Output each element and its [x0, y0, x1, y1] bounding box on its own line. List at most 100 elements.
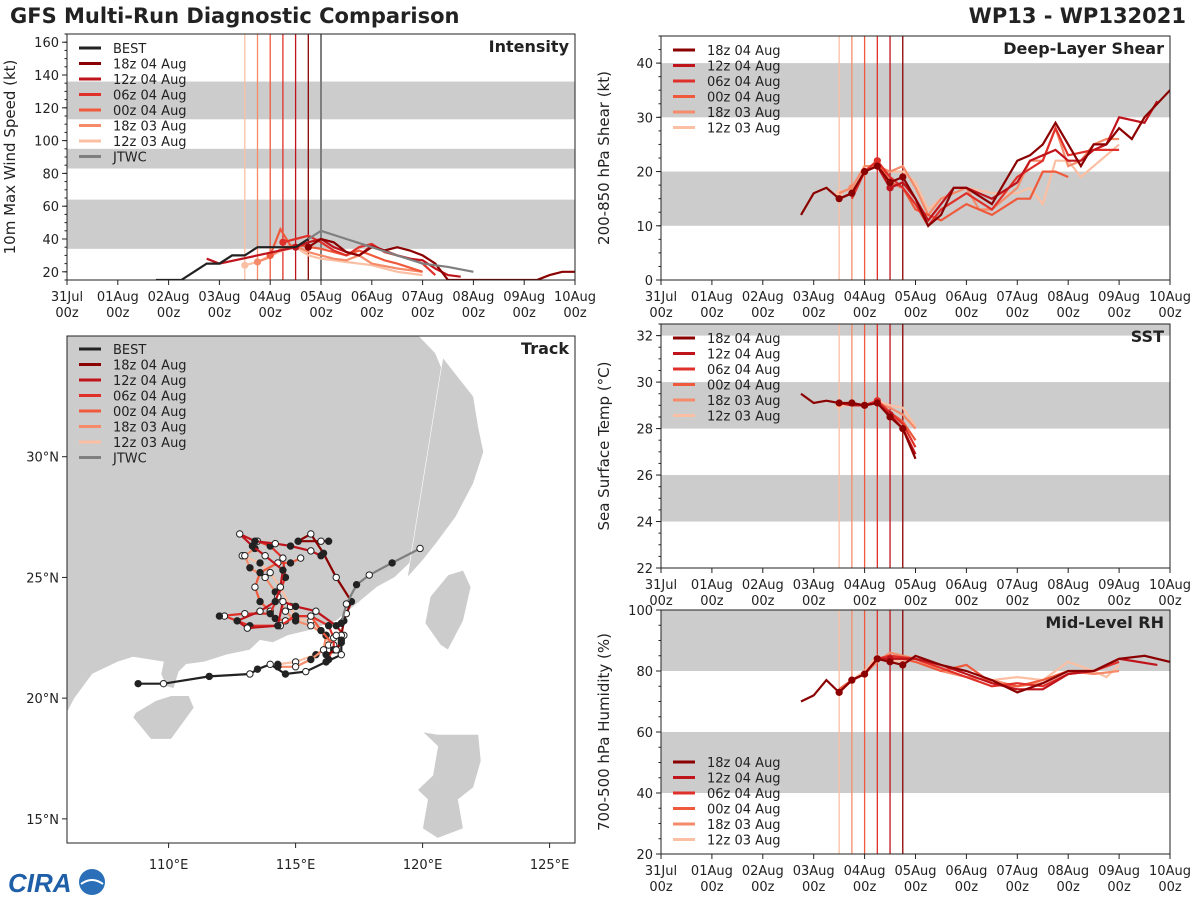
track-point-jtwc [388, 559, 396, 567]
track-point-18z-04-aug [324, 537, 333, 545]
y-tick-label: 40 [636, 787, 653, 802]
globe-icon [79, 869, 105, 895]
legend-label-12z-03-aug: 12z 03 Aug [707, 834, 781, 849]
hainan-island [132, 695, 195, 740]
taiwan-island [424, 569, 472, 651]
y-tick-label: 120 [34, 102, 59, 117]
x-tick-label: 09Aug 00z [1098, 290, 1140, 321]
track-point-12z-04-aug [291, 602, 300, 611]
y-tick-label: 160 [34, 36, 59, 51]
x-tick-label: 01Aug 00z [691, 578, 733, 609]
x-tick-label: 31Jul 00z [645, 864, 677, 895]
track-point-best [134, 679, 142, 688]
globe-swoosh [80, 879, 104, 885]
track-point-18z-03-aug [241, 552, 249, 560]
x-tick-label: 04Aug 00z [844, 864, 886, 895]
track-point-18z-04-aug [317, 537, 325, 545]
lat-tick-label: 25°N [26, 571, 59, 586]
track-point-12z-03-aug [266, 568, 274, 577]
track-point-jtwc [352, 580, 361, 589]
x-tick-label: 03Aug 00z [793, 290, 835, 321]
point-18z-04-aug [899, 173, 907, 181]
track-point-06z-04-aug [291, 612, 300, 620]
x-tick-label: 03Aug 00z [793, 578, 835, 609]
track-point-12z-04-aug [233, 617, 241, 625]
x-tick-label: 02Aug 00z [742, 864, 784, 895]
track-point-12z-04-aug [261, 552, 269, 560]
point-18z-04-aug [835, 195, 843, 203]
sst-title: SST [1131, 327, 1164, 346]
rh-band-0 [661, 732, 1170, 793]
storm-id: WP13 - WP132021 [968, 4, 1186, 28]
x-tick-label: 08Aug 00z [1047, 864, 1089, 895]
legend-label-12z-03-aug: 12z 03 Aug [113, 436, 187, 451]
x-tick-label: 04Aug 00z [844, 578, 886, 609]
lon-tick-label: 125°E [530, 858, 570, 873]
track-point-12z-04-aug [236, 530, 244, 538]
point-18z-04-aug [886, 658, 894, 666]
track-point-06z-04-aug [324, 622, 333, 630]
y-tick-label: 30 [636, 376, 653, 391]
track-point-jtwc [416, 544, 424, 553]
y-tick-label: 40 [42, 233, 59, 248]
x-tick-label: 02Aug 00z [148, 290, 190, 321]
y-tick-label: 10 [636, 220, 653, 235]
x-tick-label: 31Jul 00z [645, 578, 677, 609]
legend-label-12z-04-aug: 12z 04 Aug [113, 374, 187, 389]
x-tick-label: 01Aug 00z [691, 864, 733, 895]
y-tick-label: 60 [42, 200, 59, 215]
point-18z-04-aug [304, 243, 312, 251]
point-18z-04-aug [835, 399, 843, 407]
legend-label-06z-04-aug: 06z 04 Aug [113, 89, 187, 104]
legend-label-18z-03-aug: 18z 03 Aug [707, 818, 781, 833]
track-point-00z-04-aug [286, 559, 295, 567]
track-point-12z-04-aug [279, 597, 287, 606]
point-18z-04-aug [899, 424, 907, 433]
point-12z-04-aug [886, 184, 894, 192]
shear-band-1 [661, 63, 1170, 118]
y-tick-label: 24 [636, 516, 653, 531]
track-point-best [281, 670, 290, 678]
x-tick-label: 01Aug 00z [691, 290, 733, 321]
intensity-title: Intensity [489, 37, 570, 56]
track-point-jtwc [337, 619, 346, 627]
legend-label-jtwc: JTWC [112, 151, 147, 166]
sst-ylabel: Sea Surface Temp (°C) [595, 361, 613, 530]
point-18z-04-aug [861, 167, 869, 176]
y-tick-label: 100 [34, 135, 59, 150]
legend-label-18z-04-aug: 18z 04 Aug [113, 359, 187, 374]
legend-label-00z-04-aug: 00z 04 Aug [707, 803, 781, 818]
track-point-06z-04-aug [279, 554, 287, 562]
x-tick-label: 10Aug 00z [1149, 578, 1191, 609]
track-point-18z-04-aug [307, 530, 315, 538]
track-point-18z-03-aug [307, 655, 315, 664]
sst-band-2 [661, 324, 1170, 336]
series-18z-03-aug [257, 244, 423, 273]
sst-band-1 [661, 382, 1170, 429]
x-tick-label: 02Aug 00z [742, 290, 784, 321]
series-06z-04-aug [850, 125, 1120, 228]
track-point-best [337, 636, 346, 644]
x-tick-label: 06Aug 00z [351, 290, 393, 321]
track-point-best [159, 679, 168, 688]
coast-detail [406, 356, 484, 579]
lat-tick-label: 15°N [26, 813, 59, 828]
legend-label-12z-04-aug: 12z 04 Aug [707, 60, 781, 75]
legend-label-12z-03-aug: 12z 03 Aug [707, 122, 781, 137]
track-point-00z-04-aug [296, 554, 305, 562]
series-00z-04-aug [269, 226, 423, 273]
series-12z-04-aug [838, 100, 1159, 223]
x-tick-label: 09Aug 00z [1098, 864, 1140, 895]
track-point-00z-04-aug [251, 583, 259, 591]
track-point-best [322, 658, 330, 666]
point-18z-03-aug [253, 258, 262, 266]
x-tick-label: 10Aug 00z [1149, 290, 1191, 321]
x-tick-label: 05Aug 00z [895, 290, 937, 321]
y-tick-label: 0 [645, 274, 653, 289]
track-point-18z-03-aug [261, 573, 269, 582]
rh-ylabel: 700-500 hPa Humidity (%) [595, 633, 613, 831]
track-point-18z-03-aug [281, 607, 290, 615]
legend-label-00z-04-aug: 00z 04 Aug [707, 379, 781, 394]
legend-label-18z-04-aug: 18z 04 Aug [707, 332, 781, 347]
